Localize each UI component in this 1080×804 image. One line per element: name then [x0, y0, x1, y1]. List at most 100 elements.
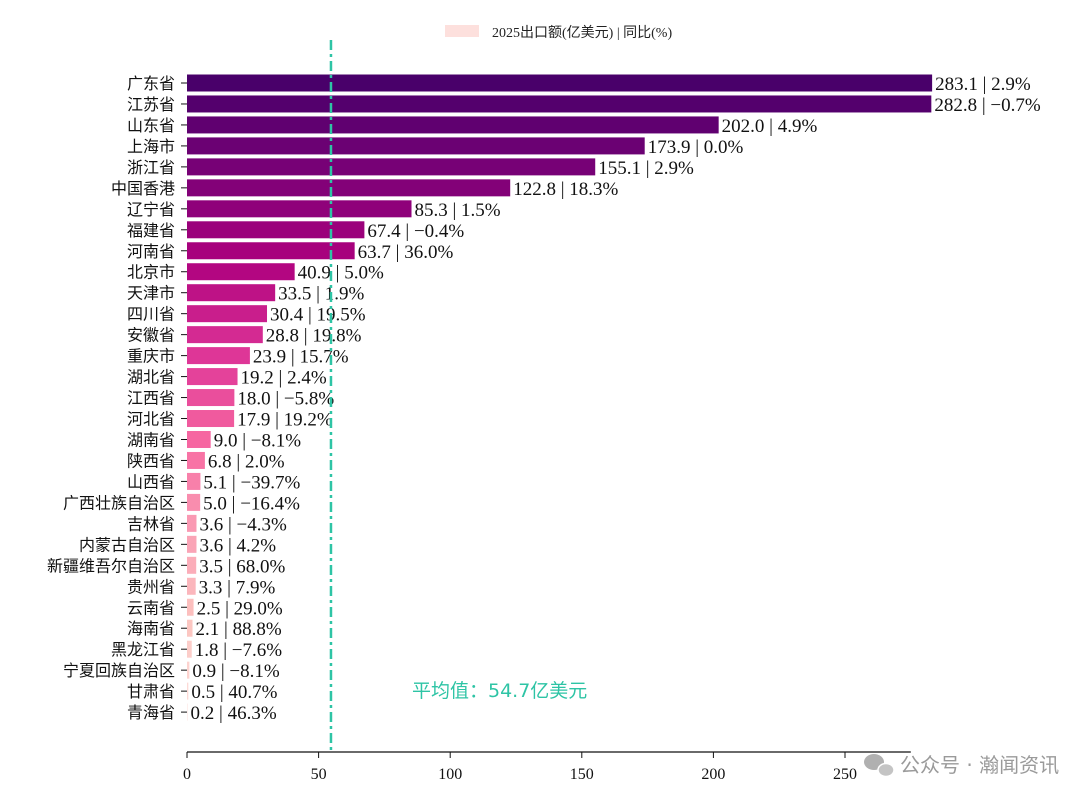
bar	[187, 514, 197, 532]
data-label: 9.0 | −8.1%	[214, 430, 302, 451]
x-tick-label: 250	[833, 766, 857, 783]
bar-row: 云南省 2.5 | 29.0%	[127, 598, 283, 619]
bar-row: 广东省 283.1 | 2.9%	[127, 74, 1031, 95]
watermark: 公众号 · 瀚闻资讯	[864, 753, 1059, 778]
y-tick-label: 中国香港	[111, 179, 175, 198]
bar	[187, 200, 412, 218]
data-label: 17.9 | 19.2%	[237, 410, 333, 431]
bar-row: 青海省 0.2 | 46.3%	[127, 703, 277, 724]
bar-row: 广西壮族自治区 5.0 | −16.4%	[63, 493, 300, 514]
bar-row: 内蒙古自治区 3.6 | 4.2%	[79, 535, 276, 556]
bar	[187, 598, 194, 616]
data-label: 67.4 | −0.4%	[367, 221, 464, 242]
bar-row: 北京市 40.9 | 5.0%	[127, 263, 384, 284]
data-label: 33.5 | 1.9%	[278, 284, 364, 305]
y-tick-label: 广东省	[127, 74, 175, 93]
y-tick-label: 甘肃省	[127, 682, 175, 701]
bar-row: 湖北省 19.2 | 2.4%	[127, 368, 327, 389]
bar	[187, 389, 235, 407]
bar-row: 重庆市 23.9 | 15.7%	[127, 347, 349, 368]
data-label: 19.2 | 2.4%	[241, 368, 327, 389]
bar-row: 黑龙江省 1.8 | −7.6%	[111, 640, 282, 661]
bar	[187, 661, 190, 679]
data-label: 122.8 | 18.3%	[513, 179, 618, 200]
y-tick-label: 新疆维吾尔自治区	[47, 556, 175, 575]
bar	[187, 242, 355, 260]
bar-row: 贵州省 3.3 | 7.9%	[127, 577, 276, 598]
bar-row: 四川省 30.4 | 19.5%	[127, 305, 366, 326]
y-tick-label: 浙江省	[127, 158, 175, 177]
bar	[187, 221, 365, 239]
x-tick-label: 150	[570, 766, 594, 783]
data-label: 40.9 | 5.0%	[298, 263, 384, 284]
x-tick-label: 200	[701, 766, 725, 783]
data-label: 3.3 | 7.9%	[199, 577, 276, 598]
data-label: 3.6 | −4.3%	[199, 514, 287, 535]
wechat-icon	[864, 754, 895, 778]
bar-row: 吉林省 3.6 | −4.3%	[127, 514, 287, 535]
x-tick-label: 100	[438, 766, 462, 783]
y-tick-label: 上海市	[127, 137, 175, 156]
x-axis: 0 50 100 150 200 250	[183, 751, 911, 783]
bar-row: 新疆维吾尔自治区 3.5 | 68.0%	[47, 556, 286, 577]
bar	[187, 326, 263, 344]
y-tick-label: 辽宁省	[127, 200, 175, 219]
watermark-text: 公众号 · 瀚闻资讯	[900, 753, 1059, 777]
data-label: 85.3 | 1.5%	[415, 200, 501, 221]
data-label: 18.0 | −5.8%	[237, 389, 334, 410]
legend: 2025出口额(亿美元) | 同比(%)	[445, 25, 672, 41]
y-tick-label: 云南省	[127, 598, 175, 617]
bar	[187, 682, 189, 700]
y-tick-label: 吉林省	[127, 514, 175, 533]
y-tick-label: 天津市	[127, 284, 175, 303]
bar	[187, 472, 201, 490]
bar-row: 浙江省 155.1 | 2.9%	[127, 158, 694, 179]
bar	[187, 116, 719, 134]
y-tick-label: 山东省	[127, 116, 175, 135]
y-tick-label: 山西省	[127, 472, 175, 491]
bar-row: 山东省 202.0 | 4.9%	[127, 116, 817, 137]
bar	[187, 179, 511, 197]
y-tick-label: 北京市	[127, 263, 175, 282]
legend-swatch	[445, 25, 479, 37]
data-label: 283.1 | 2.9%	[935, 74, 1031, 95]
bar	[187, 556, 197, 574]
bar-row: 宁夏回族自治区 0.9 | −8.1%	[63, 661, 280, 682]
y-tick-label: 内蒙古自治区	[79, 535, 175, 554]
bar-row: 甘肃省 0.5 | 40.7%	[127, 682, 278, 703]
x-tick-label: 50	[311, 766, 327, 783]
bar-row: 天津市 33.5 | 1.9%	[127, 284, 364, 305]
data-label: 2.1 | 88.8%	[196, 619, 282, 640]
bar	[187, 640, 192, 658]
data-label: 6.8 | 2.0%	[208, 451, 285, 472]
bar	[187, 535, 197, 553]
y-tick-label: 福建省	[127, 221, 175, 240]
bar-row: 江西省 18.0 | −5.8%	[127, 389, 334, 410]
mean-label: 平均值：54.7亿美元	[412, 680, 587, 702]
bar-row: 湖南省 9.0 | −8.1%	[127, 430, 301, 451]
legend-label: 2025出口额(亿美元) | 同比(%)	[492, 25, 672, 41]
bar	[187, 430, 211, 448]
y-tick-label: 宁夏回族自治区	[63, 661, 175, 680]
data-label: 0.2 | 46.3%	[191, 703, 277, 724]
y-tick-label: 湖南省	[127, 430, 175, 449]
bar-row: 福建省 67.4 | −0.4%	[127, 221, 464, 242]
bar-row: 陕西省 6.8 | 2.0%	[127, 451, 285, 472]
data-label: 0.9 | −8.1%	[192, 661, 280, 682]
bar	[187, 703, 188, 721]
data-label: 202.0 | 4.9%	[722, 116, 818, 137]
bar	[187, 74, 933, 92]
y-tick-label: 四川省	[127, 305, 175, 324]
data-label: 1.8 | −7.6%	[195, 640, 283, 661]
y-tick-label: 广西壮族自治区	[63, 493, 175, 512]
data-label: 3.6 | 4.2%	[199, 535, 276, 556]
bar-row: 海南省 2.1 | 88.8%	[127, 619, 282, 640]
bar-row: 河南省 63.7 | 36.0%	[127, 242, 453, 263]
data-label: 30.4 | 19.5%	[270, 305, 366, 326]
data-label: 2.5 | 29.0%	[197, 598, 283, 619]
bars: 广东省 283.1 | 2.9% 江苏省 282.8 | −0.7% 山东省 202.0 …	[47, 74, 1041, 724]
data-label: 5.0 | −16.4%	[203, 493, 300, 514]
bar	[187, 137, 645, 155]
bar-row: 江苏省 282.8 | −0.7%	[127, 95, 1041, 116]
y-tick-label: 湖北省	[127, 368, 175, 387]
